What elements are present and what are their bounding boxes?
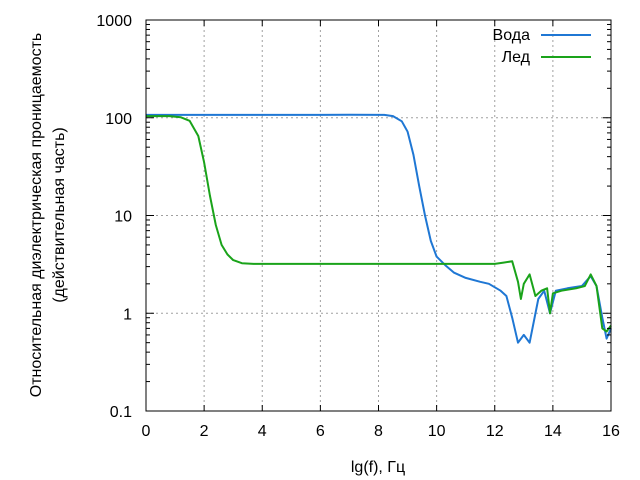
y-tick-label: 0.1	[110, 404, 132, 421]
x-tick-label: 14	[544, 423, 562, 440]
legend: Вода Лед	[493, 27, 591, 66]
y-tick-label: 1000	[96, 13, 132, 30]
y-tick-label: 10	[114, 209, 132, 226]
x-tick-label: 8	[374, 423, 383, 440]
grid	[146, 20, 611, 411]
y-tick-label: 1	[123, 306, 132, 323]
legend-label-water: Вода	[493, 27, 531, 44]
x-axis-label: lg(f), Гц	[351, 459, 405, 476]
y-axis-label-line2: (действительная часть)	[51, 127, 68, 303]
x-tick-label: 4	[258, 423, 267, 440]
y-tick-label: 100	[105, 111, 132, 128]
ticks: 0 2 4 6 8 10 12 14 16 0.1 1 10 100 1000	[96, 13, 620, 440]
x-tick-label: 0	[142, 423, 151, 440]
series-line-ice	[146, 115, 612, 333]
x-tick-label: 2	[200, 423, 209, 440]
x-tick-label: 16	[602, 423, 620, 440]
series-line-water	[146, 113, 612, 344]
x-tick-label: 10	[428, 423, 446, 440]
x-tick-label: 6	[316, 423, 325, 440]
legend-label-ice: Лед	[502, 49, 531, 66]
y-axis-label-line1: Относительная диэлектрическая проницаемо…	[28, 33, 45, 398]
series-layer	[146, 113, 612, 344]
x-tick-label: 12	[486, 423, 504, 440]
